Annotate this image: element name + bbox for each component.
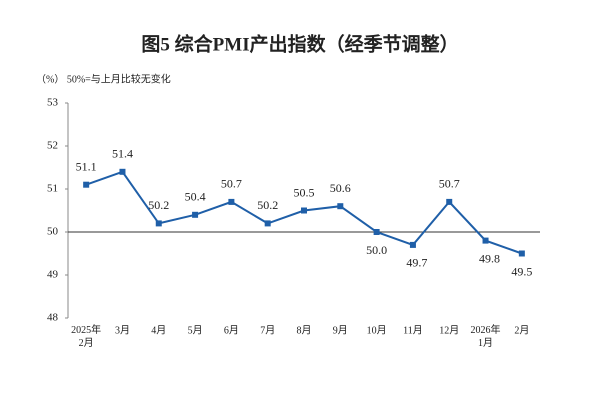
data-label: 50.0 xyxy=(366,243,387,257)
y-tick-label: 52 xyxy=(47,140,58,152)
x-tick-label: 5月 xyxy=(188,324,203,336)
x-tick-label: 11月 xyxy=(403,324,423,336)
point xyxy=(119,168,126,175)
x-tick-label: 4月 xyxy=(151,324,166,336)
x-tick-label: 2025年 2月 xyxy=(71,323,101,349)
point xyxy=(264,220,271,227)
x-tick-label: 2月 xyxy=(514,324,529,336)
point xyxy=(482,237,489,244)
y-tick-label: 51 xyxy=(47,183,58,195)
data-label: 51.4 xyxy=(112,147,133,161)
point xyxy=(192,211,199,218)
chart-title: 图5 综合PMI产出指数（经季节调整） xyxy=(141,32,458,55)
data-label: 50.5 xyxy=(294,185,315,199)
point xyxy=(409,241,416,248)
data-label: 49.7 xyxy=(406,256,427,270)
x-tick-label: 2026年 1月 xyxy=(471,323,501,349)
chart-subtitle: （%） 50%=与上月比较无变化 xyxy=(36,72,171,85)
x-tick-label: 9月 xyxy=(333,324,348,336)
data-label: 49.5 xyxy=(511,264,532,278)
data-label: 50.4 xyxy=(185,190,206,204)
y-tick-label: 53 xyxy=(47,97,59,109)
x-tick-label: 12月 xyxy=(439,324,459,336)
data-label: 50.7 xyxy=(221,177,242,191)
data-label: 51.1 xyxy=(76,159,97,173)
point xyxy=(301,207,307,214)
data-label: 50.2 xyxy=(148,198,169,212)
data-label: 50.7 xyxy=(439,177,460,191)
x-tick-label: 7月 xyxy=(260,324,275,336)
point xyxy=(373,229,380,235)
x-tick-label: 8月 xyxy=(297,324,312,336)
point xyxy=(518,250,525,257)
x-tick-label: 10月 xyxy=(367,324,387,336)
data-label: 49.8 xyxy=(479,251,500,265)
point xyxy=(337,203,344,210)
point xyxy=(228,198,235,205)
y-tick-label: 48 xyxy=(47,312,59,324)
point xyxy=(83,181,90,188)
point xyxy=(155,220,162,227)
y-tick-label: 49 xyxy=(47,269,59,281)
data-label: 50.6 xyxy=(330,181,351,195)
data-label: 50.2 xyxy=(257,198,278,212)
point xyxy=(446,198,453,205)
x-tick-label: 3月 xyxy=(115,324,130,336)
y-tick-label: 50 xyxy=(47,226,59,238)
x-tick-label: 6月 xyxy=(224,324,239,336)
